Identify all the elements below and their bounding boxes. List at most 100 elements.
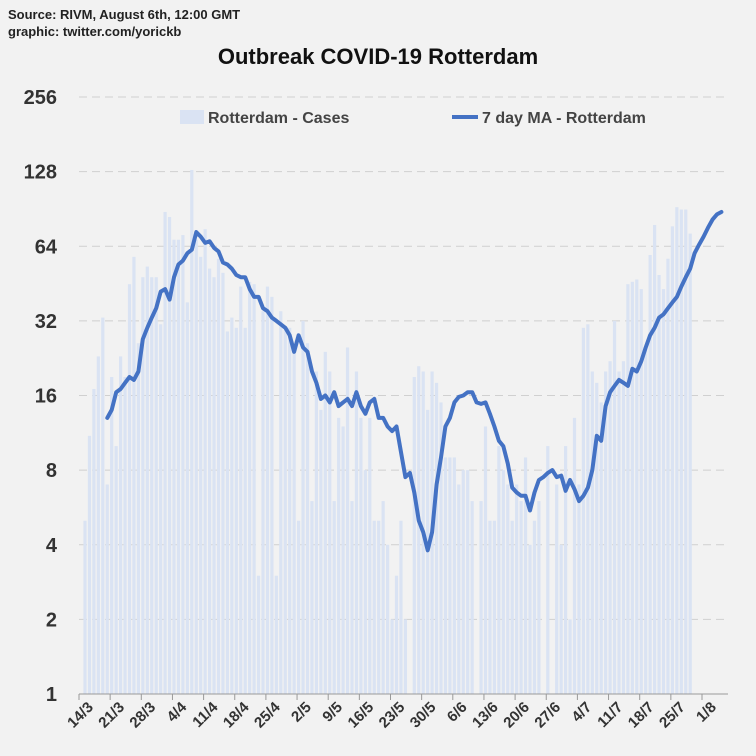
- legend: Rotterdam - Cases 7 day MA - Rotterdam: [180, 110, 646, 127]
- case-bar: [345, 347, 350, 694]
- case-bar: [363, 470, 367, 694]
- case-bar: [328, 371, 332, 694]
- case-bar: [341, 426, 345, 694]
- case-bar: [599, 402, 603, 694]
- case-bar: [394, 575, 399, 694]
- y-tick-label: 2: [46, 609, 57, 631]
- case-bar: [564, 446, 568, 694]
- case-bar: [537, 501, 541, 694]
- case-bar: [372, 520, 376, 694]
- case-bar: [515, 484, 519, 694]
- case-bar: [167, 216, 172, 694]
- case-bar: [301, 320, 305, 694]
- case-bar: [461, 470, 465, 694]
- case-bar: [661, 289, 666, 694]
- case-bar: [87, 435, 92, 694]
- case-bar: [377, 520, 381, 694]
- case-bar: [612, 320, 617, 694]
- case-bar: [292, 343, 296, 694]
- case-bar: [243, 327, 247, 694]
- case-bar: [403, 619, 407, 694]
- case-bar: [457, 484, 461, 694]
- x-tick-label: 23/5: [376, 699, 409, 732]
- case-bar: [443, 457, 448, 694]
- case-bar: [279, 311, 283, 694]
- case-bar: [604, 371, 608, 694]
- case-bar: [176, 239, 181, 694]
- legend-label-cases: Rotterdam - Cases: [208, 110, 349, 127]
- case-bar: [216, 258, 221, 694]
- case-bar: [679, 209, 683, 694]
- case-bar: [559, 544, 563, 694]
- ma-line: [105, 210, 724, 553]
- case-bar: [399, 520, 403, 694]
- case-bar: [256, 575, 261, 694]
- case-bar: [225, 331, 229, 694]
- case-bar: [546, 446, 550, 694]
- case-bar: [479, 501, 483, 694]
- y-tick-label: 16: [35, 386, 57, 408]
- case-bar: [212, 277, 216, 694]
- case-bars: [83, 169, 692, 695]
- case-bar: [501, 470, 505, 694]
- x-tick-label: 18/7: [625, 699, 658, 732]
- x-tick-label: 18/4: [220, 698, 253, 731]
- case-bar: [252, 284, 256, 694]
- case-bar: [114, 446, 118, 694]
- case-bar: [283, 327, 287, 694]
- x-tick-label: 2/5: [288, 699, 315, 726]
- moving-average-line: [105, 210, 724, 553]
- case-bar: [532, 520, 537, 694]
- x-tick-label: 11/4: [189, 698, 222, 731]
- gridlines: [79, 96, 728, 620]
- case-bar: [119, 356, 123, 694]
- case-bar: [595, 382, 599, 694]
- case-bar: [390, 619, 394, 694]
- x-tick-label: 13/6: [469, 699, 502, 732]
- y-tick-label: 32: [35, 311, 57, 333]
- chart-title: Outbreak COVID-19 Rotterdam: [217, 44, 539, 69]
- case-bar: [452, 457, 456, 694]
- case-bar: [359, 417, 363, 694]
- case-bar: [635, 279, 639, 694]
- case-bar: [136, 343, 140, 694]
- case-bar: [110, 376, 114, 694]
- y-tick-label: 128: [24, 162, 57, 184]
- case-bar: [519, 501, 523, 694]
- case-bar: [270, 296, 274, 694]
- case-bar: [644, 347, 648, 694]
- y-tick-label: 1: [46, 684, 57, 706]
- case-bar: [248, 281, 252, 694]
- case-bar: [314, 371, 318, 694]
- case-bar: [497, 446, 501, 694]
- case-bar: [483, 426, 488, 694]
- case-bar: [261, 311, 265, 694]
- case-bar: [190, 169, 194, 694]
- case-bar: [332, 501, 336, 694]
- case-bar: [626, 284, 630, 694]
- x-tick-label: 14/3: [64, 699, 97, 732]
- x-tick-label: 30/5: [407, 699, 440, 732]
- case-bar: [123, 376, 127, 694]
- x-tick-label: 25/7: [656, 699, 689, 732]
- case-bar: [239, 286, 243, 694]
- case-bar: [274, 575, 278, 694]
- y-tick-label: 256: [24, 87, 57, 109]
- case-bar: [163, 211, 167, 695]
- case-bar: [488, 520, 492, 694]
- case-bar: [230, 317, 234, 694]
- case-bar: [434, 382, 439, 694]
- x-tick-label: 16/5: [345, 699, 378, 732]
- case-bar: [617, 371, 621, 694]
- case-bar: [288, 327, 292, 694]
- case-bar: [208, 268, 212, 694]
- case-bar: [368, 417, 372, 694]
- case-bar: [145, 266, 149, 694]
- case-bar: [234, 327, 238, 694]
- x-tick-label: 1/8: [693, 699, 720, 726]
- case-bar: [127, 284, 132, 694]
- case-bar: [586, 324, 590, 694]
- credit-line: graphic: twitter.com/yorickb: [8, 24, 182, 39]
- case-bar: [221, 272, 225, 694]
